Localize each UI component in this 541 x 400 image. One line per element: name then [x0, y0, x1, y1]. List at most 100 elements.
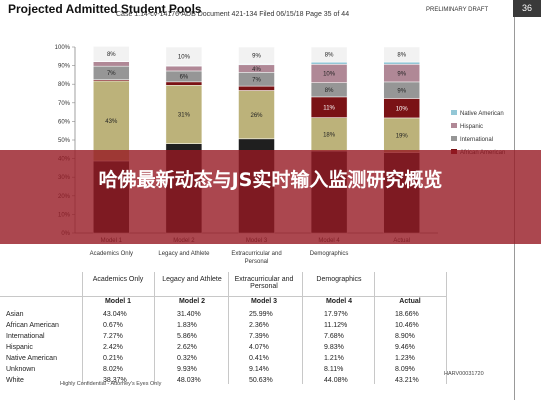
- table-cell: 44.08%: [324, 377, 348, 384]
- data-label: 31%: [178, 113, 191, 119]
- table-cell: 50.63%: [249, 377, 273, 384]
- table-cell: 38.37%: [103, 377, 127, 384]
- table-cell: 25.99%: [249, 311, 273, 318]
- table-cell: 9.46%: [395, 344, 415, 351]
- table-row-label: Unknown: [6, 366, 36, 373]
- legend-swatch: [451, 110, 457, 115]
- table-row-label: Native American: [6, 355, 57, 362]
- table-row-label: Hispanic: [6, 344, 33, 351]
- data-label: 26%: [250, 113, 263, 119]
- bar-segment: [238, 85, 275, 91]
- data-label: 43%: [105, 119, 118, 125]
- table-cell: 43.21%: [395, 377, 419, 384]
- bar-segment: [383, 46, 420, 63]
- x-category-subtitle: Extracurricular and: [231, 251, 281, 257]
- table-column-rule: [446, 272, 447, 384]
- y-tick-label: 60%: [58, 119, 71, 125]
- table-cell: 31.40%: [177, 311, 201, 318]
- y-tick-label: 50%: [58, 138, 71, 144]
- y-tick-label: 70%: [58, 101, 71, 107]
- table-row: Hispanic 2.42% 2.62% 4.07% 9.83% 9.46%: [0, 343, 515, 354]
- table-row: Asian 43.04% 31.40% 25.99% 17.97% 18.66%: [0, 310, 515, 321]
- data-label: 8%: [325, 88, 334, 94]
- table-column-rule: [154, 272, 155, 384]
- table-cell: 8.02%: [103, 366, 123, 373]
- table-cell: 9.14%: [249, 366, 269, 373]
- table-column-header: Actual: [399, 298, 421, 305]
- page-title: Projected Admitted Student Pools: [8, 2, 202, 16]
- table-header-rule: [0, 296, 446, 297]
- y-tick-label: 80%: [58, 82, 71, 88]
- table-row-label: African American: [6, 322, 59, 329]
- overlay-banner: [0, 150, 541, 244]
- table-row: African American 0.67% 1.83% 2.36% 11.12% 10.…: [0, 321, 515, 332]
- table-cell: 9.83%: [324, 344, 344, 351]
- table-row: Native American 0.21% 0.32% 0.41% 1.21% 1.23%: [0, 354, 515, 365]
- table-group-header: Legacy and Athlete: [162, 276, 222, 283]
- table-row-label: White: [6, 377, 24, 384]
- legend-swatch: [451, 123, 457, 128]
- table-cell: 8.09%: [395, 366, 415, 373]
- data-label: 7%: [252, 77, 261, 83]
- data-label: 9%: [252, 54, 261, 60]
- footer-bates-number: HARV00031720: [444, 371, 484, 377]
- table-cell: 0.32%: [177, 355, 197, 362]
- table-row: Unknown 8.02% 9.93% 9.14% 8.11% 8.09%: [0, 365, 515, 376]
- table-row-label: Asian: [6, 311, 24, 318]
- table-cell: 11.12%: [324, 322, 348, 329]
- data-label: 9%: [397, 71, 406, 77]
- table-row: White 38.37% 48.03% 50.63% 44.08% 43.21%: [0, 376, 515, 387]
- table-column-header: Model 4: [325, 298, 353, 305]
- table-group-header: Academics Only: [92, 276, 144, 283]
- legend-label: Native American: [460, 111, 504, 117]
- table-cell: 1.83%: [177, 322, 197, 329]
- bar-segment: [165, 81, 203, 86]
- legend-swatch: [451, 136, 457, 141]
- footer-confidential: Highly Confidential - Attorney's Eyes On…: [60, 381, 162, 387]
- table-cell: 48.03%: [177, 377, 201, 384]
- legend-label: Hispanic: [460, 124, 483, 130]
- data-label: 10%: [323, 72, 336, 78]
- table-row: International 7.27% 5.86% 7.39% 7.68% 8.90%: [0, 332, 515, 343]
- overlay-banner-text: 哈佛最新动态与JS实时输入监测研究概览: [98, 169, 443, 191]
- table-cell: 2.62%: [177, 344, 197, 351]
- bar-segment: [165, 65, 203, 72]
- bar-segment: [165, 46, 203, 66]
- bar-segment: [383, 61, 420, 65]
- data-label: 8%: [325, 53, 334, 59]
- table-column-rule: [302, 272, 303, 384]
- table-cell: 0.41%: [249, 355, 269, 362]
- table-cell: 9.93%: [177, 366, 197, 373]
- table-cell: 4.07%: [249, 344, 269, 351]
- table-cell: 7.68%: [324, 333, 344, 340]
- table-column-rule: [82, 272, 83, 384]
- table-group-header: Demographics: [316, 276, 362, 283]
- table-cell: 2.42%: [103, 344, 123, 351]
- x-category-subtitle: Legacy and Athlete: [158, 251, 210, 257]
- bar-segment: [310, 46, 348, 63]
- table-cell: 1.23%: [395, 355, 415, 362]
- case-header: Case 1:14-cv-14176-ADB Document 421-134 …: [116, 11, 350, 18]
- bar-segment: [238, 46, 275, 65]
- data-label: 7%: [107, 71, 116, 77]
- table-cell: 5.86%: [177, 333, 197, 340]
- table-cell: 17.97%: [324, 311, 348, 318]
- legend-label: International: [460, 137, 493, 143]
- table-cell: 7.39%: [249, 333, 269, 340]
- data-label: 11%: [323, 105, 335, 111]
- table-column-header: Model 3: [250, 298, 278, 305]
- table-group-header: Extracurricular and Personal: [234, 276, 294, 290]
- table-cell: 1.21%: [324, 355, 344, 362]
- bar-segment: [383, 117, 420, 153]
- table-cell: 8.11%: [324, 366, 344, 373]
- table-cell: 8.90%: [395, 333, 415, 340]
- bar-segment: [93, 80, 130, 162]
- bar-segment: [310, 117, 348, 152]
- page-number-badge: 36: [513, 0, 541, 17]
- x-category-subtitle: Academics Only: [90, 251, 133, 257]
- x-category-subtitle: Personal: [245, 259, 269, 265]
- table-column-header: Model 2: [178, 298, 206, 305]
- table-column-rule: [374, 272, 375, 384]
- table-cell: 0.67%: [103, 322, 123, 329]
- data-label: 6%: [180, 75, 189, 81]
